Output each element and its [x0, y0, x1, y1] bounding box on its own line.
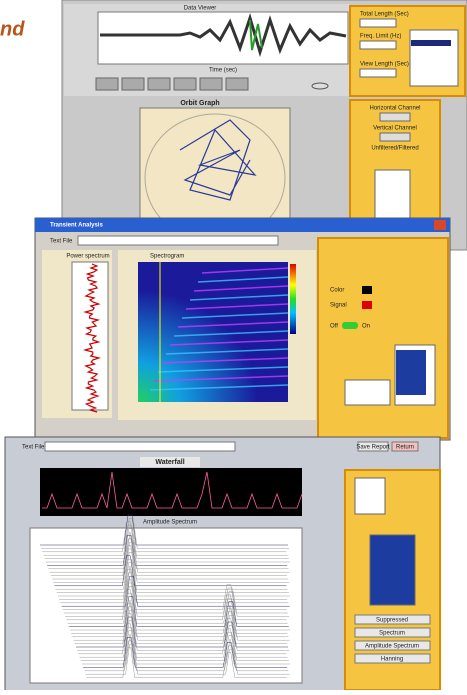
button[interactable]: Save Report — [356, 445, 390, 451]
decoration — [46, 531, 290, 563]
decoration — [56, 562, 289, 593]
label: Text File — [22, 445, 45, 451]
label: Off — [330, 324, 338, 330]
decoration — [157, 366, 289, 373]
label: Total Length (Sec) — [360, 12, 409, 18]
decoration — [80, 630, 289, 661]
decoration — [64, 582, 288, 614]
decoration — [83, 637, 288, 668]
decoration — [76, 616, 288, 648]
decoration — [44, 528, 289, 559]
x-axis-label: Time (sec) — [209, 68, 237, 74]
decoration — [181, 312, 289, 319]
label: Horizontal Channel — [369, 106, 420, 112]
decoration — [74, 613, 287, 644]
decoration — [72, 606, 289, 638]
decoration — [185, 303, 289, 310]
decoration — [42, 521, 287, 553]
headline-fragment: nd — [0, 18, 25, 40]
decoration — [85, 643, 290, 675]
decoration — [82, 633, 290, 665]
decoration — [169, 339, 289, 346]
axis-label: Amplitude Spectrum — [143, 520, 197, 526]
orbit-title: Orbit Graph — [180, 100, 219, 107]
decoration — [58, 565, 290, 597]
decoration — [48, 538, 289, 570]
decoration — [71, 603, 288, 634]
decoration — [65, 586, 290, 617]
decoration — [78, 623, 287, 655]
label: Text File — [50, 239, 73, 245]
decoration — [73, 609, 290, 641]
decoration — [77, 620, 290, 651]
decoration — [153, 375, 289, 382]
decoration — [84, 640, 289, 672]
decoration — [197, 276, 289, 283]
decoration — [52, 548, 288, 580]
decoration — [43, 524, 288, 556]
panel-title: Power spectrum — [66, 254, 109, 260]
window-title: Transient Analysis — [50, 223, 103, 229]
decoration — [165, 348, 289, 355]
button[interactable]: Return — [396, 445, 414, 451]
label: Suppressed — [376, 618, 408, 624]
label: Color — [330, 288, 344, 294]
graph-title: Waterfall — [155, 459, 184, 466]
label: Signal — [330, 303, 347, 309]
viewer-window: Data Viewer Time (sec) Total Length (Sec… — [61, 0, 467, 251]
decoration — [66, 589, 287, 621]
label: View Length (Sec) — [360, 62, 409, 68]
graph-title: Data Viewer — [184, 6, 217, 12]
decoration — [59, 569, 288, 600]
waterfall-window: Text File Save Report Return Waterfall A… — [4, 436, 441, 695]
decoration — [173, 330, 289, 337]
decoration — [149, 384, 289, 391]
label: Vertical Channel — [373, 126, 417, 132]
label: Amplitude Spectrum — [365, 644, 419, 650]
decoration — [55, 558, 288, 590]
decoration — [50, 545, 287, 576]
decoration — [54, 555, 287, 587]
decoration — [79, 626, 288, 658]
label: Freq. Limit (Hz) — [360, 34, 401, 40]
decoration — [177, 321, 289, 328]
decoration — [49, 541, 290, 573]
decoration — [61, 575, 290, 607]
decoration — [53, 552, 290, 583]
transient-window: Transient Analysis Text File Power spect… — [34, 217, 451, 441]
decoration — [42, 471, 303, 509]
label: On — [362, 324, 370, 330]
decoration — [60, 572, 289, 604]
decoration — [193, 285, 289, 292]
decoration — [86, 647, 287, 678]
decoration — [161, 357, 289, 364]
label: Hanning — [381, 657, 403, 663]
label: Spectrum — [379, 631, 405, 637]
decoration — [40, 514, 288, 546]
panel-title: Spectrogram — [150, 254, 184, 260]
decoration — [201, 267, 289, 274]
decoration — [189, 294, 289, 301]
decoration — [47, 535, 288, 566]
decoration — [68, 596, 289, 627]
decoration — [70, 599, 290, 631]
decoration — [67, 592, 288, 624]
decoration — [62, 579, 287, 610]
decoration — [41, 518, 290, 549]
label: Unfiltered/Filtered — [371, 146, 418, 152]
